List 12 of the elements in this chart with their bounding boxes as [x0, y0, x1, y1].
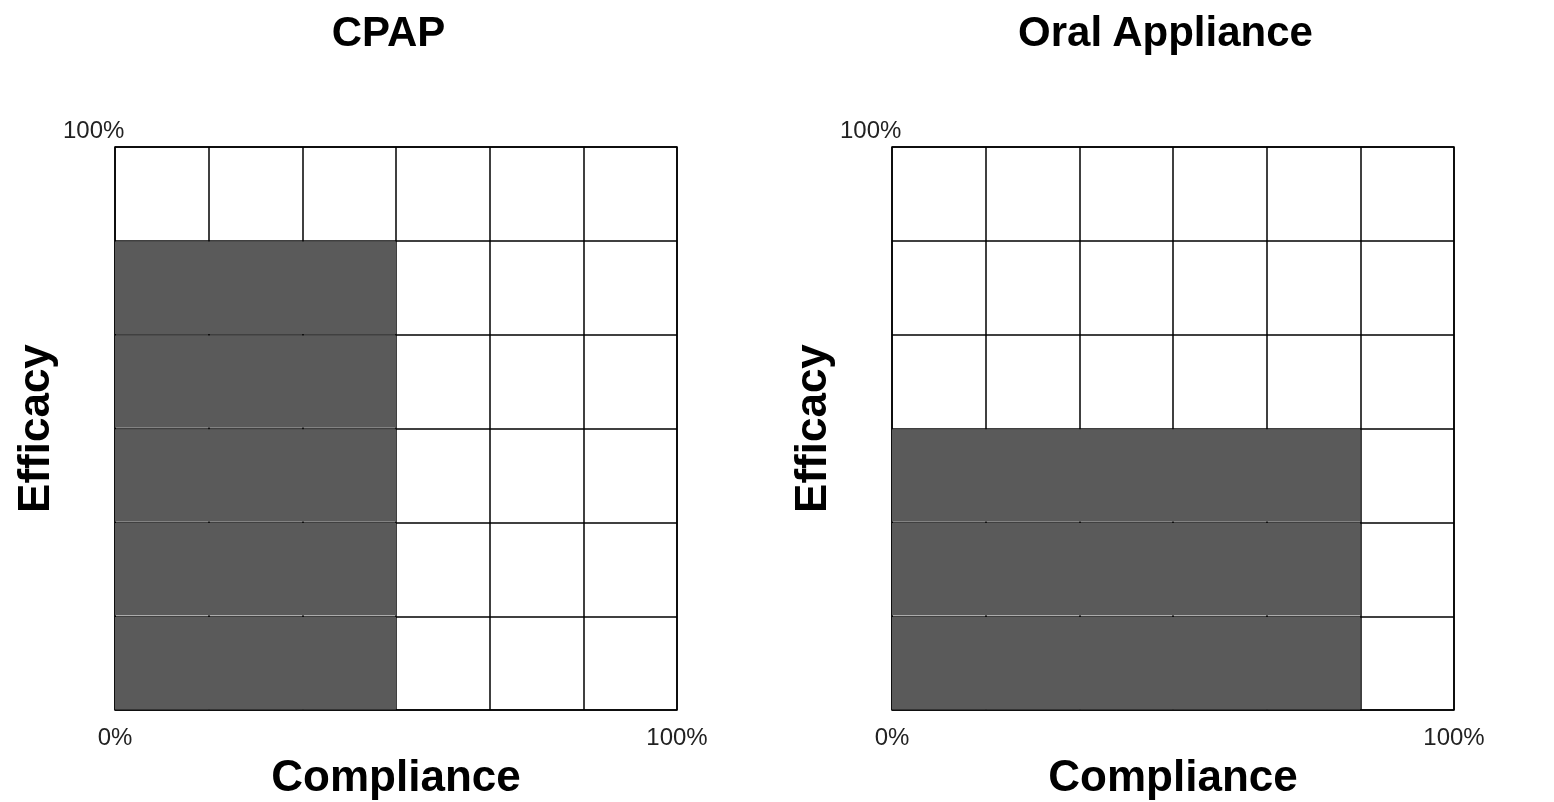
x-tick-label: 100%	[646, 722, 708, 750]
x-tick-label: 0%	[97, 722, 133, 750]
x-axis-title: Compliance	[1048, 750, 1298, 800]
text: 100%	[840, 115, 902, 143]
x-tick-label: 100%	[1423, 722, 1485, 750]
chart-title: CPAP	[331, 7, 446, 55]
x-axis-title: Compliance	[271, 750, 521, 800]
text: 100%	[63, 115, 125, 143]
y-axis-title: Efficacy	[785, 343, 835, 513]
x-tick-label: 0%	[874, 722, 910, 750]
y-axis-title: Efficacy	[8, 343, 58, 513]
chart-title: Oral Appliance	[1018, 7, 1313, 55]
